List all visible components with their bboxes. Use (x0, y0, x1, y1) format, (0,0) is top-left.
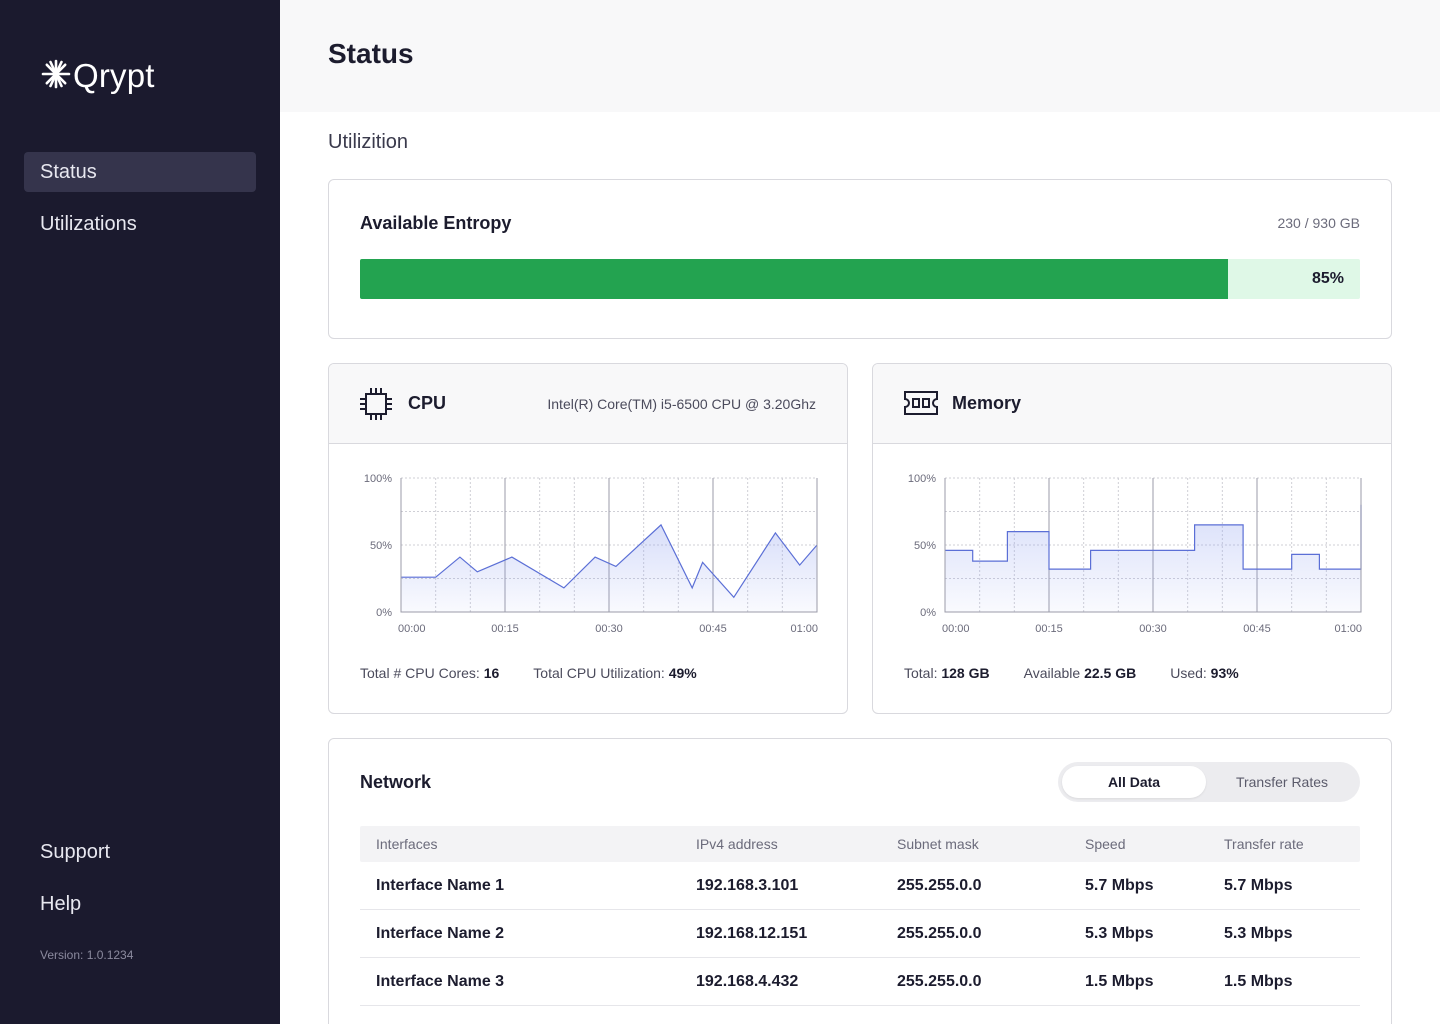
x-tick-label: 00:00 (398, 623, 426, 635)
x-tick-label: 00:15 (491, 623, 519, 635)
subnet-cell: 255.255.0.0 (897, 877, 982, 894)
cpu-title: CPU (408, 393, 447, 413)
memory-used-stat: Used: 93% (1170, 665, 1239, 681)
stat-label: Total: (904, 665, 938, 681)
speed-cell: 5.7 Mbps (1085, 877, 1154, 894)
sidebar-item-support[interactable]: Support (40, 841, 111, 863)
stat-label: Total CPU Utilization: (533, 665, 665, 681)
entropy-percent: 85% (1311, 270, 1344, 287)
x-tick-label: 00:30 (1139, 623, 1167, 635)
transfer-rate-cell: 1.5 Mbps (1224, 973, 1293, 990)
cpu-cores-stat: Total # CPU Cores: 16 (360, 665, 499, 681)
sidebar-item-help[interactable]: Help (40, 893, 82, 915)
x-tick-label: 00:30 (595, 623, 623, 635)
entropy-title: Available Entropy (360, 213, 512, 233)
cpu-card-header: CPU Intel(R) Core(TM) i5-6500 CPU @ 3.20… (329, 364, 847, 444)
axis-frame (944, 478, 1362, 613)
memory-title: Memory (952, 393, 1022, 413)
qrypt-burst-icon (40, 58, 72, 95)
y-tick-label: 50% (370, 540, 392, 552)
table-row[interactable]: Interface Name 1 192.168.3.101 255.255.0… (360, 862, 1360, 910)
x-tick-label: 01:00 (1334, 623, 1362, 635)
x-tick-label: 00:45 (1243, 623, 1271, 635)
cpu-model: Intel(R) Core(TM) i5-6500 CPU @ 3.20Ghz (547, 396, 816, 412)
series-line (945, 504, 1362, 570)
network-view-toggle: All Data Transfer Rates (1058, 762, 1360, 802)
x-tick-label: 00:00 (942, 623, 970, 635)
entropy-amount: 230 / 930 GB (1277, 215, 1360, 231)
sidebar-item-utilizations[interactable]: Utilizations (40, 213, 137, 235)
logo[interactable]: Qrypt (40, 56, 155, 96)
entropy-progress-fill (360, 259, 1228, 299)
sidebar: Qrypt Status Utilizations Support Help V… (0, 0, 280, 1024)
stat-label: Used: (1170, 665, 1207, 681)
stat-value: 128 GB (941, 665, 990, 681)
memory-stats: Total: 128 GB Available 22.5 GB Used: 93… (904, 665, 1273, 681)
interface-name-cell: Interface Name 2 (376, 925, 505, 942)
table-header: Interfaces IPv4 address Subnet mask Spee… (360, 826, 1360, 862)
interface-name-cell: Interface Name 1 (376, 877, 505, 894)
page-header: Status (280, 0, 1440, 112)
stat-label: Available (1023, 665, 1081, 681)
logo-text: Qrypt (73, 57, 155, 94)
network-card: Network All Data Transfer Rates Interfac… (328, 738, 1392, 1024)
y-tick-label: 100% (908, 473, 936, 485)
column-header-subnet[interactable]: Subnet mask (897, 836, 979, 852)
speed-cell: 1.5 Mbps (1085, 973, 1154, 990)
y-tick-label: 100% (364, 473, 392, 485)
entropy-card: Available Entropy 230 / 930 GB 85% (328, 179, 1392, 339)
stat-value: 49% (668, 665, 697, 681)
table-row[interactable]: Interface Name 2 192.168.12.151 255.255.… (360, 910, 1360, 958)
interface-name-cell: Interface Name 3 (376, 973, 505, 990)
toggle-all-data[interactable]: All Data (1062, 766, 1206, 798)
y-tick-label: 0% (376, 607, 392, 619)
ipv4-cell: 192.168.12.151 (696, 925, 808, 942)
column-header-transfer-rate[interactable]: Transfer rate (1224, 836, 1304, 852)
memory-card-header: Memory (873, 364, 1391, 444)
cpu-card: CPU Intel(R) Core(TM) i5-6500 CPU @ 3.20… (328, 363, 848, 714)
transfer-rate-cell: 5.3 Mbps (1224, 925, 1293, 942)
cpu-chip-icon (360, 387, 392, 426)
transfer-rate-cell: 5.7 Mbps (1224, 877, 1293, 894)
stat-value: 93% (1210, 665, 1239, 681)
memory-total-stat: Total: 128 GB (904, 665, 990, 681)
memory-module-icon (904, 391, 938, 420)
subnet-cell: 255.255.0.0 (897, 925, 982, 942)
subnet-cell: 255.255.0.0 (897, 973, 982, 990)
series-area (401, 524, 817, 612)
memory-available-stat: Available 22.5 GB (1024, 665, 1137, 681)
y-tick-label: 0% (920, 607, 936, 619)
cpu-utilization-stat: Total CPU Utilization: 49% (533, 665, 696, 681)
sidebar-item-status[interactable]: Status (24, 152, 256, 192)
version-label: Version: 1.0.1234 (40, 948, 134, 962)
axis-frame (400, 478, 818, 613)
speed-cell: 5.3 Mbps (1085, 925, 1154, 942)
section-title: Utilizition (328, 131, 409, 153)
series-area (945, 504, 1361, 612)
column-header-speed[interactable]: Speed (1085, 836, 1126, 852)
toggle-transfer-rates[interactable]: Transfer Rates (1235, 774, 1329, 790)
y-tick-label: 50% (914, 540, 936, 552)
ipv4-cell: 192.168.3.101 (696, 877, 799, 894)
stat-value: 16 (483, 665, 500, 681)
ipv4-cell: 192.168.4.432 (696, 973, 799, 990)
memory-card: Memory 0% 50% 100% 00:00 00:15 00:30 00:45 01:0… (872, 363, 1392, 714)
column-header-ipv4[interactable]: IPv4 address (696, 836, 778, 852)
series-line (401, 523, 818, 599)
stat-value: 22.5 GB (1084, 665, 1137, 681)
column-header-interfaces[interactable]: Interfaces (376, 836, 438, 852)
entropy-progress-bar: 85% (360, 259, 1360, 299)
network-title: Network (360, 772, 432, 792)
x-tick-label: 01:00 (790, 623, 818, 635)
table-row[interactable]: Interface Name 3 192.168.4.432 255.255.0… (360, 958, 1360, 1006)
x-tick-label: 00:15 (1035, 623, 1063, 635)
page-title: Status (328, 38, 414, 69)
cpu-utilization-chart: 0% 50% 100% 00:00 00:15 00:30 00:45 01:00 (364, 473, 818, 635)
memory-utilization-chart: 0% 50% 100% 00:00 00:15 00:30 00:45 01:00 (908, 473, 1362, 635)
stat-label: Total # CPU Cores: (360, 665, 480, 681)
x-tick-label: 00:45 (699, 623, 727, 635)
cpu-stats: Total # CPU Cores: 16 Total CPU Utilizat… (360, 665, 731, 681)
